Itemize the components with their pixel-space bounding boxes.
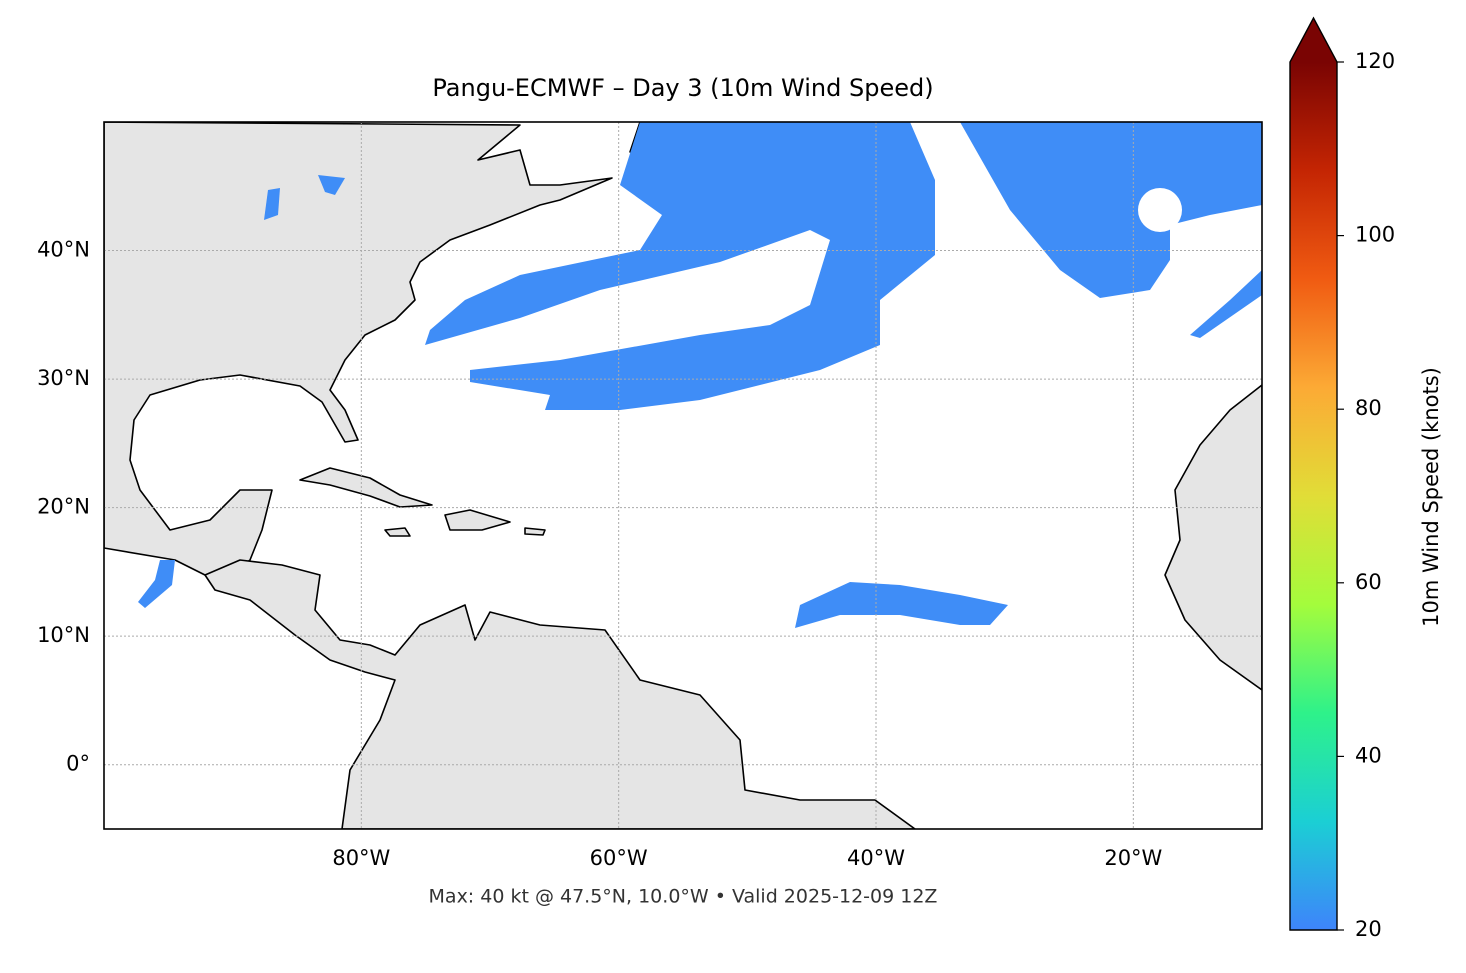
calm-eye [1138, 188, 1182, 232]
colorbar-tick-label: 20 [1355, 917, 1382, 941]
wind-swath [425, 122, 935, 410]
wind-swath [960, 122, 1262, 298]
colorbar-tick-label: 40 [1355, 743, 1382, 767]
y-tick-label: 10°N [37, 623, 90, 647]
africa [1164, 384, 1262, 691]
cuba [299, 467, 433, 508]
map-frame [103, 121, 1263, 830]
x-tick-label: 80°W [332, 846, 390, 870]
y-tick-label: 20°N [37, 495, 90, 519]
map-area [104, 122, 1262, 829]
colorbar-tick-label: 120 [1355, 49, 1395, 73]
hispaniola [444, 509, 511, 531]
colorbar-tick-label: 80 [1355, 396, 1382, 420]
x-tick-label: 40°W [847, 846, 905, 870]
colorbar-tick-label: 100 [1355, 223, 1395, 247]
colorbar-frame [1289, 16, 1338, 931]
puerto-rico [524, 527, 546, 536]
y-tick-label: 0° [66, 752, 90, 776]
footnote: Max: 40 kt @ 47.5°N, 10.0°W • Valid 2025… [429, 886, 938, 908]
colorbar-extend [1290, 18, 1337, 62]
north-america [104, 122, 613, 576]
colorbar-label: 10m Wind Speed (knots) [1419, 367, 1443, 627]
wind-swath [795, 582, 1008, 628]
jamaica [384, 527, 411, 537]
y-tick-label: 40°N [37, 238, 90, 262]
chart-title: Pangu-ECMWF – Day 3 (10m Wind Speed) [432, 74, 933, 102]
wind-swath [138, 560, 175, 608]
wind-swath [1190, 270, 1262, 338]
wind-swath [264, 188, 280, 220]
colorbar-tick-label: 60 [1355, 570, 1382, 594]
wind-swath [318, 175, 345, 195]
y-tick-label: 30°N [37, 366, 90, 390]
x-tick-label: 20°W [1104, 846, 1162, 870]
colorbar [1290, 62, 1337, 930]
x-tick-label: 60°W [590, 846, 648, 870]
central-south-america [204, 559, 916, 829]
